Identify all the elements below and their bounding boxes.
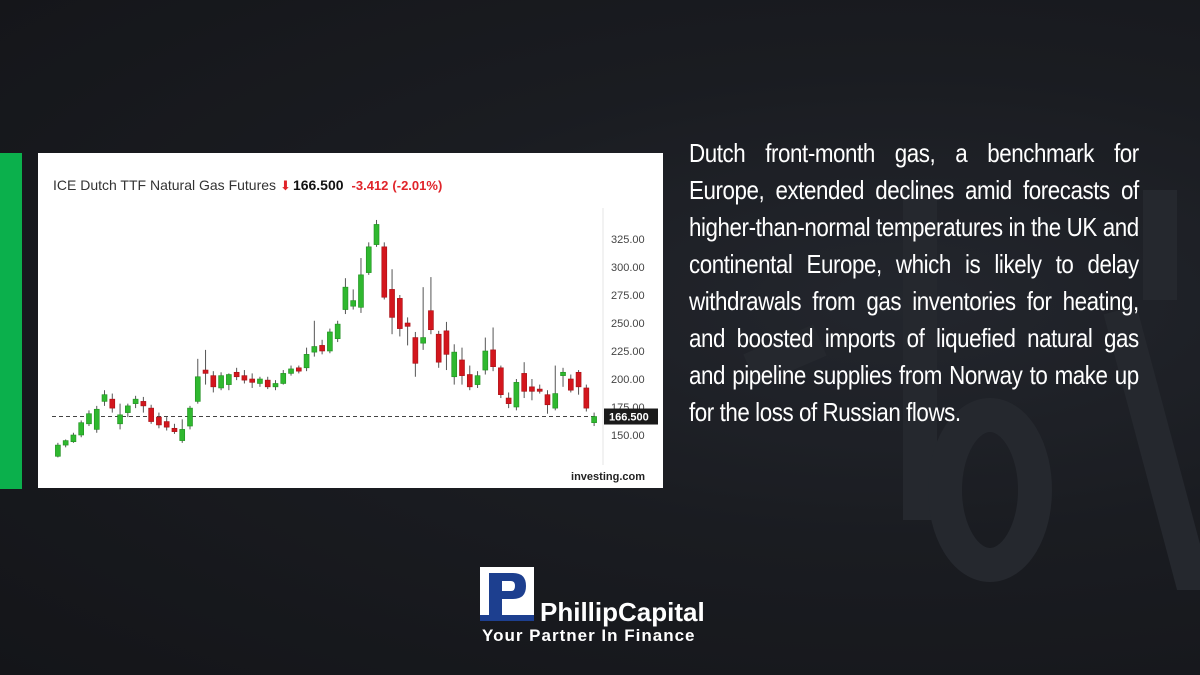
candle-body — [342, 286, 349, 310]
candle-body — [358, 274, 364, 308]
candle-body — [171, 427, 178, 432]
candle-body — [249, 378, 255, 383]
candle-body — [257, 378, 263, 384]
candle-body — [459, 359, 465, 376]
last-price-box — [604, 408, 658, 425]
candle-body — [288, 368, 294, 374]
candle-body — [148, 407, 154, 422]
candle-body — [241, 375, 248, 381]
candle-body — [505, 397, 512, 404]
candle-body — [513, 382, 520, 408]
candle-body — [404, 322, 411, 327]
y-tick-label: 250.00 — [611, 318, 645, 330]
candle-body — [179, 429, 186, 441]
candle-body — [365, 246, 372, 273]
candle-body — [125, 405, 131, 413]
candle-body — [272, 383, 279, 388]
candle-body — [583, 387, 590, 409]
candle-body — [529, 386, 535, 392]
candle-body — [443, 330, 450, 355]
phillipcapital-logo: PhillipCapital Your Partner In Finance — [480, 567, 725, 647]
candle-body — [295, 367, 302, 372]
candle-body — [435, 333, 442, 363]
candle-body — [591, 416, 597, 423]
candle-body — [334, 323, 341, 339]
candle-body — [218, 375, 224, 389]
candle-body — [397, 298, 403, 329]
candle-body — [350, 300, 357, 307]
candle-body — [194, 376, 201, 402]
candle-body — [280, 373, 287, 384]
candle-body — [132, 398, 139, 404]
candle-body — [420, 337, 426, 344]
candle-body — [163, 421, 170, 428]
chart-header: ICE Dutch TTF Natural Gas Futures ⬇ 166.50… — [53, 177, 442, 194]
y-tick-label: 300.00 — [611, 262, 645, 274]
candle-body — [373, 224, 380, 245]
candle-body — [233, 371, 240, 378]
candle-body — [567, 378, 574, 391]
body-text: Dutch front-month gas, a benchmark for E… — [689, 138, 1139, 427]
candle-body — [311, 346, 318, 353]
candle-body — [552, 393, 559, 409]
candle-body — [109, 398, 116, 409]
candle-body — [381, 246, 388, 298]
y-tick-label: 150.00 — [611, 430, 645, 442]
candle-body — [264, 379, 271, 388]
candle-body — [93, 408, 100, 430]
candle-body — [319, 345, 325, 352]
logo-name: PhillipCapital — [540, 597, 705, 627]
candle-body — [156, 416, 162, 426]
candle-body — [482, 350, 489, 371]
candle-body — [70, 434, 77, 443]
candle-body — [327, 331, 333, 352]
candle-body — [210, 375, 217, 388]
logo-mark-icon — [480, 567, 534, 621]
accent-bar — [0, 153, 22, 489]
candle-body — [101, 394, 108, 402]
candle-body — [498, 367, 504, 395]
chart-card: ICE Dutch TTF Natural Gas Futures ⬇ 166.50… — [38, 153, 663, 488]
y-tick-label: 325.00 — [611, 234, 645, 246]
candle-body — [140, 401, 147, 407]
candle-body — [428, 310, 434, 331]
price-change-percent: (-2.01%) — [392, 178, 443, 193]
candle-body — [544, 394, 551, 406]
candle-body — [560, 371, 566, 376]
candle-body — [474, 375, 481, 385]
candle-body — [521, 373, 527, 392]
down-arrow-icon: ⬇ — [280, 178, 291, 193]
candle-body — [451, 351, 458, 378]
candle-body — [187, 407, 193, 427]
candle-body — [412, 337, 419, 364]
candle-body — [490, 349, 496, 367]
last-price-label: 166.500 — [609, 412, 649, 424]
y-tick-label: 275.00 — [611, 290, 645, 302]
candle-body — [86, 413, 92, 425]
chart-title: ICE Dutch TTF Natural Gas Futures — [53, 177, 277, 193]
price-change: -3.412 — [351, 178, 389, 193]
y-tick-label: 200.00 — [611, 374, 645, 386]
candle-body — [117, 414, 123, 425]
candle-body — [62, 440, 69, 446]
candle-body — [202, 369, 209, 374]
background-watermark — [743, 190, 1200, 590]
candle-body — [536, 388, 543, 392]
candle-body — [78, 422, 85, 436]
candle-body — [303, 354, 310, 369]
candle-body — [575, 371, 582, 388]
logo-tagline: Your Partner In Finance — [482, 626, 696, 645]
y-tick-label: 225.00 — [611, 346, 645, 358]
source-label: investing.com — [571, 471, 645, 483]
last-price: 166.500 — [292, 177, 344, 193]
candle-body — [389, 289, 395, 318]
candlestick-chart: 150.00175.00200.00225.00250.00275.00300.… — [52, 208, 658, 465]
candle-body — [226, 374, 232, 385]
candle-body — [55, 444, 61, 457]
candle-body — [466, 374, 473, 388]
